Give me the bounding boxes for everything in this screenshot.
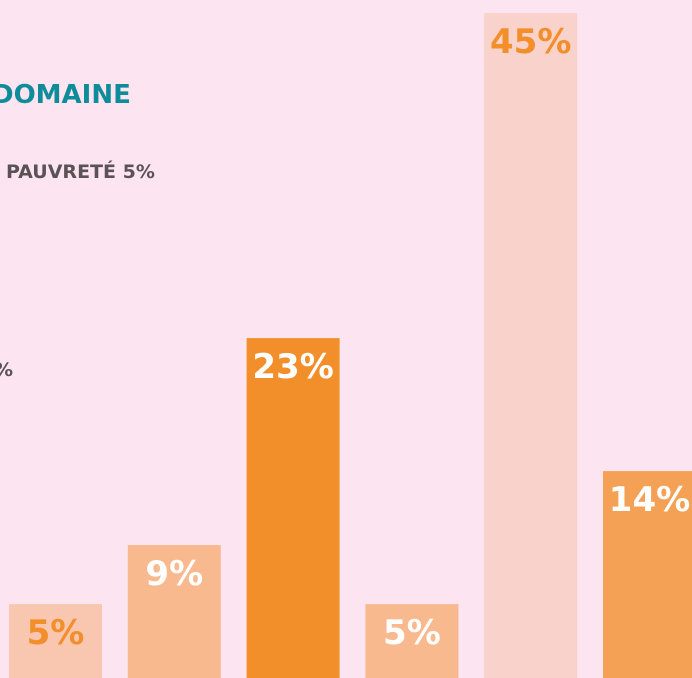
chart-title: DOMAINE [0, 80, 131, 110]
bar [127, 545, 221, 678]
annotation: PAUVRETÉ 5% [6, 160, 155, 183]
bar [9, 604, 102, 678]
data-label: 9% [145, 554, 203, 594]
bar [603, 471, 692, 678]
data-label: 23% [252, 347, 333, 387]
bar [246, 338, 340, 678]
data-label: 14% [609, 480, 690, 520]
data-label: 5% [383, 613, 441, 653]
data-label: 5% [27, 613, 85, 653]
annotation: % [0, 359, 13, 381]
bar [484, 13, 578, 678]
data-label: 45% [490, 22, 571, 62]
bar [365, 604, 459, 678]
